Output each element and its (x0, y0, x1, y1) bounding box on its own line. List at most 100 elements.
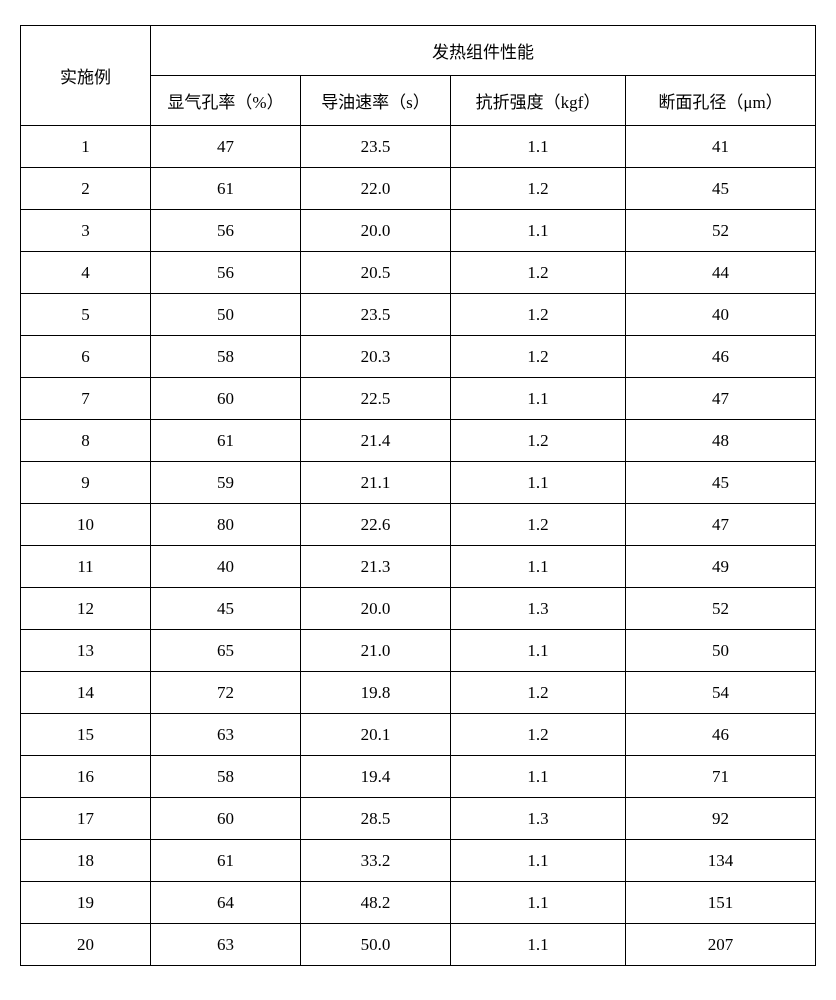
cell-id: 15 (21, 714, 151, 756)
table-row: 124520.01.352 (21, 588, 816, 630)
cell-strength: 1.2 (451, 252, 626, 294)
table-row: 45620.51.244 (21, 252, 816, 294)
cell-strength: 1.1 (451, 630, 626, 672)
cell-id: 3 (21, 210, 151, 252)
cell-strength: 1.2 (451, 294, 626, 336)
cell-strength: 1.1 (451, 462, 626, 504)
cell-oil-rate: 19.4 (301, 756, 451, 798)
cell-porosity: 59 (151, 462, 301, 504)
cell-id: 4 (21, 252, 151, 294)
cell-oil-rate: 33.2 (301, 840, 451, 882)
cell-diameter: 44 (626, 252, 816, 294)
header-group: 发热组件性能 (151, 26, 816, 76)
table-row: 147219.81.254 (21, 672, 816, 714)
performance-table: 实施例 发热组件性能 显气孔率（%） 导油速率（s） 抗折强度（kgf） 断面孔… (20, 25, 816, 966)
cell-oil-rate: 20.1 (301, 714, 451, 756)
cell-diameter: 50 (626, 630, 816, 672)
cell-porosity: 58 (151, 756, 301, 798)
cell-diameter: 151 (626, 882, 816, 924)
header-strength: 抗折强度（kgf） (451, 76, 626, 126)
cell-id: 12 (21, 588, 151, 630)
cell-id: 9 (21, 462, 151, 504)
table-row: 76022.51.147 (21, 378, 816, 420)
cell-id: 19 (21, 882, 151, 924)
cell-porosity: 47 (151, 126, 301, 168)
cell-oil-rate: 22.0 (301, 168, 451, 210)
cell-strength: 1.2 (451, 168, 626, 210)
cell-strength: 1.1 (451, 126, 626, 168)
cell-porosity: 61 (151, 168, 301, 210)
cell-diameter: 71 (626, 756, 816, 798)
header-oil-rate: 导油速率（s） (301, 76, 451, 126)
cell-diameter: 46 (626, 336, 816, 378)
cell-diameter: 52 (626, 588, 816, 630)
cell-strength: 1.1 (451, 756, 626, 798)
cell-strength: 1.2 (451, 420, 626, 462)
cell-strength: 1.1 (451, 210, 626, 252)
table-row: 65820.31.246 (21, 336, 816, 378)
table-row: 35620.01.152 (21, 210, 816, 252)
cell-oil-rate: 21.4 (301, 420, 451, 462)
header-porosity: 显气孔率（%） (151, 76, 301, 126)
cell-strength: 1.1 (451, 378, 626, 420)
cell-diameter: 92 (626, 798, 816, 840)
cell-oil-rate: 50.0 (301, 924, 451, 966)
cell-id: 5 (21, 294, 151, 336)
cell-porosity: 50 (151, 294, 301, 336)
cell-porosity: 72 (151, 672, 301, 714)
cell-oil-rate: 21.1 (301, 462, 451, 504)
cell-strength: 1.2 (451, 714, 626, 756)
cell-oil-rate: 20.0 (301, 210, 451, 252)
header-diameter: 断面孔径（μm） (626, 76, 816, 126)
cell-porosity: 65 (151, 630, 301, 672)
cell-porosity: 60 (151, 378, 301, 420)
cell-diameter: 45 (626, 168, 816, 210)
cell-porosity: 63 (151, 924, 301, 966)
cell-id: 7 (21, 378, 151, 420)
table-row: 156320.11.246 (21, 714, 816, 756)
cell-strength: 1.2 (451, 504, 626, 546)
cell-id: 6 (21, 336, 151, 378)
table-row: 86121.41.248 (21, 420, 816, 462)
cell-oil-rate: 20.5 (301, 252, 451, 294)
cell-diameter: 47 (626, 378, 816, 420)
table-body: 14723.51.141 26122.01.245 35620.01.152 4… (21, 126, 816, 966)
cell-oil-rate: 22.5 (301, 378, 451, 420)
table-row: 55023.51.240 (21, 294, 816, 336)
table-row: 176028.51.392 (21, 798, 816, 840)
table-row: 26122.01.245 (21, 168, 816, 210)
cell-strength: 1.1 (451, 882, 626, 924)
cell-porosity: 56 (151, 252, 301, 294)
cell-diameter: 48 (626, 420, 816, 462)
cell-porosity: 45 (151, 588, 301, 630)
cell-id: 8 (21, 420, 151, 462)
cell-diameter: 49 (626, 546, 816, 588)
table-row: 206350.01.1207 (21, 924, 816, 966)
cell-oil-rate: 28.5 (301, 798, 451, 840)
cell-strength: 1.3 (451, 798, 626, 840)
cell-diameter: 41 (626, 126, 816, 168)
cell-strength: 1.3 (451, 588, 626, 630)
cell-oil-rate: 22.6 (301, 504, 451, 546)
cell-diameter: 46 (626, 714, 816, 756)
cell-id: 18 (21, 840, 151, 882)
cell-diameter: 45 (626, 462, 816, 504)
table-row: 114021.31.149 (21, 546, 816, 588)
table-row: 196448.21.1151 (21, 882, 816, 924)
table-row: 14723.51.141 (21, 126, 816, 168)
table-row: 165819.41.171 (21, 756, 816, 798)
cell-id: 20 (21, 924, 151, 966)
cell-id: 10 (21, 504, 151, 546)
cell-strength: 1.2 (451, 672, 626, 714)
cell-id: 16 (21, 756, 151, 798)
cell-diameter: 54 (626, 672, 816, 714)
cell-porosity: 80 (151, 504, 301, 546)
cell-oil-rate: 19.8 (301, 672, 451, 714)
cell-porosity: 58 (151, 336, 301, 378)
cell-id: 13 (21, 630, 151, 672)
cell-diameter: 134 (626, 840, 816, 882)
cell-id: 14 (21, 672, 151, 714)
cell-porosity: 56 (151, 210, 301, 252)
cell-id: 2 (21, 168, 151, 210)
cell-strength: 1.1 (451, 840, 626, 882)
